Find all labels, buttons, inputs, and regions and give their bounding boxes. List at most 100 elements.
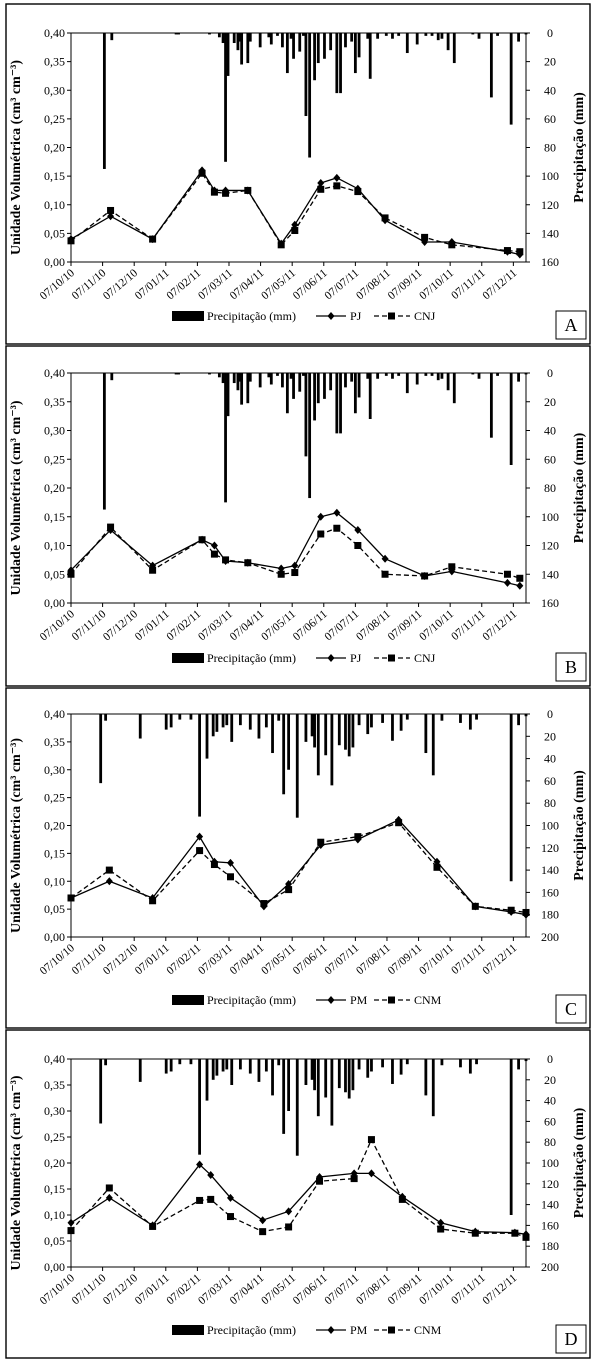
precip-bar — [347, 714, 351, 757]
precip-bar — [376, 373, 380, 379]
x-tick-label: 07/10/11 — [417, 1272, 456, 1307]
marker-CNJ — [277, 241, 285, 249]
y-tick-label: 0,30 — [44, 424, 65, 438]
x-tick-label: 07/10/11 — [417, 608, 456, 643]
precip-bar — [370, 1059, 373, 1072]
precip-bar — [221, 1059, 225, 1072]
marker-CNJ — [210, 550, 218, 558]
legend: Precipitação (mm) PJ CNJ — [172, 651, 436, 665]
marker-CNJ — [244, 186, 252, 194]
marker-CNM — [367, 1136, 375, 1144]
y-tick-label: 0,25 — [44, 791, 65, 805]
legend-swatch-precip — [172, 995, 204, 1005]
marker-CNJ — [198, 169, 206, 177]
precip-bar — [330, 714, 334, 786]
x-tick-label: 07/01/11 — [133, 942, 172, 977]
legend-swatch-precip — [172, 1325, 204, 1335]
precip-bar — [269, 373, 273, 385]
y-tick-label: 0,30 — [44, 83, 65, 97]
x-tick-label: 07/02/11 — [165, 942, 204, 977]
precip-bar — [357, 373, 361, 398]
y-tick-label: 0,10 — [44, 198, 65, 212]
y2-tick-label: 140 — [541, 226, 559, 240]
precip-bar — [215, 714, 219, 732]
marker-CNJ — [277, 570, 285, 578]
marker-PM — [226, 1193, 234, 1202]
precip-bar — [353, 373, 357, 414]
precip-bar — [238, 714, 242, 726]
x-tick-label: 07/10/11 — [417, 267, 456, 302]
y-tick-label: 0,40 — [44, 1052, 65, 1066]
precip-bar — [208, 373, 211, 375]
precip-bar — [344, 1059, 347, 1093]
marker-PJ — [381, 554, 389, 563]
y-tick-label: 0,20 — [44, 141, 65, 155]
y2-tick-label: 120 — [541, 539, 559, 553]
precip-bar — [102, 373, 106, 510]
panel-letter: C — [565, 999, 577, 1019]
marker-PJ — [503, 578, 511, 587]
precip-bar — [381, 714, 384, 723]
marker-CNM — [67, 1227, 75, 1235]
precip-bar — [313, 1059, 316, 1091]
legend: Precipitação (mm) PM CNM — [172, 993, 442, 1007]
legend-label-series1: PJ — [350, 651, 362, 665]
y2-tick-label: 100 — [541, 1156, 559, 1170]
y2-tick-label: 160 — [541, 596, 559, 610]
precip-bar — [313, 714, 316, 748]
y-tick-label: 0,05 — [44, 567, 65, 581]
precip-bar — [102, 33, 106, 169]
marker-CNM — [433, 863, 441, 871]
marker-CNM — [437, 1225, 445, 1233]
marker-PM — [367, 1169, 375, 1178]
precip-bar — [215, 1059, 219, 1076]
precip-bar — [110, 373, 114, 381]
precip-bar — [357, 714, 361, 726]
precip-bar — [226, 373, 230, 417]
y2-tick-label: 0 — [547, 707, 553, 721]
precip-bar — [475, 714, 478, 720]
precip-bar — [370, 714, 373, 728]
precip-bar — [351, 714, 355, 748]
precip-bar — [174, 373, 178, 375]
legend-label-precip: Precipitação (mm) — [207, 309, 296, 323]
legend-marker-diamond — [327, 312, 335, 320]
marker-PM — [226, 858, 234, 867]
precip-bar — [397, 373, 401, 376]
precip-bar — [178, 1059, 182, 1065]
panel-B: 0,00 0,05 0,10 0,15 0,20 0,25 0,30 0,35 0,40 0 20 4… — [5, 345, 591, 687]
marker-CNM — [471, 902, 479, 910]
precip-bar — [496, 373, 499, 376]
precip-bar — [424, 714, 428, 754]
marker-CNM — [105, 1184, 113, 1192]
x-tick-label: 07/12/11 — [481, 267, 520, 302]
precip-bar — [436, 373, 440, 381]
y2-tick-label: 60 — [544, 452, 556, 466]
precip-bar — [304, 714, 308, 742]
precip-bar — [281, 373, 284, 388]
y2-tick-label: 20 — [544, 395, 556, 409]
precip-bar — [104, 714, 108, 721]
legend-swatch-precip — [172, 653, 204, 663]
y-axis-label: Unidade Volumétrica (cm³ cm⁻³) — [9, 400, 24, 595]
x-tick-label: 07/05/11 — [259, 608, 298, 643]
marker-CNJ — [244, 559, 252, 567]
precip-bar — [366, 714, 370, 735]
panel-letter-box — [555, 652, 587, 682]
precip-bar — [264, 714, 268, 728]
precip-bar — [198, 714, 201, 817]
precip-bar — [430, 373, 434, 376]
precip-bar — [475, 1059, 478, 1065]
precip-bar — [459, 1059, 462, 1068]
y2-tick-label: 180 — [541, 908, 559, 922]
y2-tick-label: 20 — [544, 1073, 556, 1087]
y2-tick-label: 40 — [544, 424, 556, 438]
marker-PJ — [277, 564, 285, 573]
marker-CNM — [259, 1228, 267, 1236]
precip-bar — [177, 33, 180, 35]
precip-bar — [350, 373, 354, 382]
x-tick-label: 07/07/11 — [323, 942, 362, 977]
precip-bar — [310, 714, 314, 737]
precip-bar — [384, 373, 388, 376]
marker-CNM — [398, 1195, 406, 1203]
